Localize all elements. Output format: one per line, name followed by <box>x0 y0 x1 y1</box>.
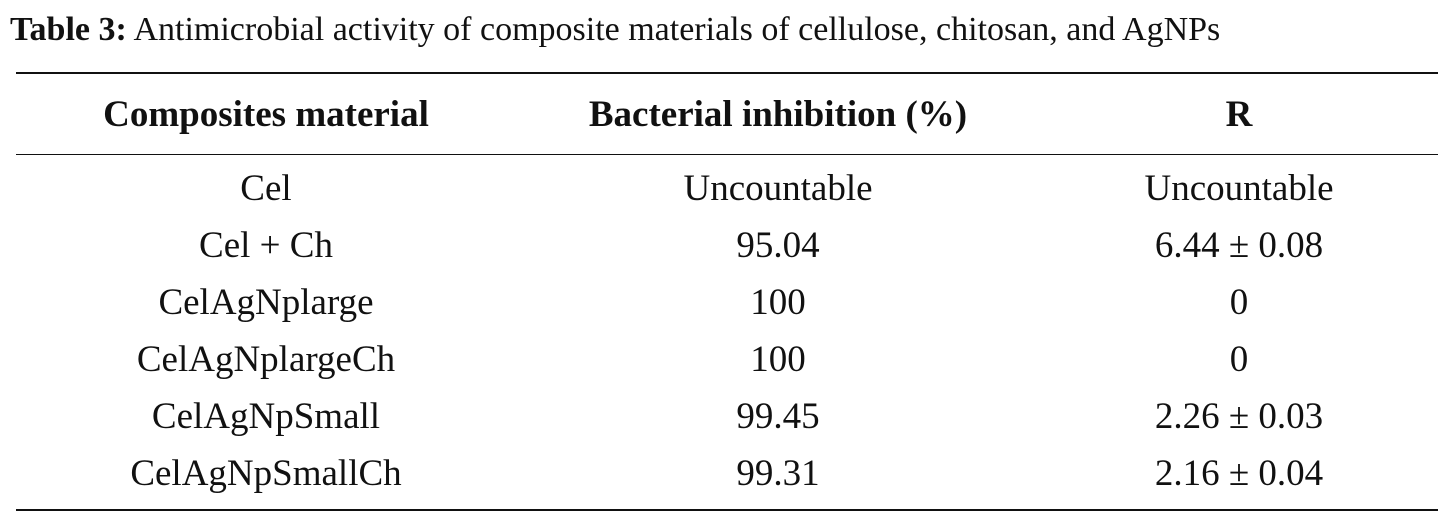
cell-r: Uncountable <box>1144 168 1334 209</box>
table-row: CelAgNpSmall 99.45 2.26 ± 0.03 <box>16 388 1438 445</box>
cell-inhibition: 99.31 <box>736 453 820 494</box>
cell-inhibition: Uncountable <box>683 168 873 209</box>
top-rule <box>16 72 1438 74</box>
bottom-rule <box>16 509 1438 511</box>
cell-r: 2.26 ± 0.03 <box>1154 396 1324 437</box>
table-row: Cel Uncountable Uncountable <box>16 154 1438 217</box>
cell-r: 6.44 ± 0.08 <box>1154 225 1324 266</box>
cell-r: 2.16 ± 0.04 <box>1154 453 1324 494</box>
table-row: Cel + Ch 95.04 6.44 ± 0.08 <box>16 217 1438 274</box>
column-header-r: R <box>1225 94 1253 135</box>
table-row: CelAgNplargeCh 100 0 <box>16 331 1438 388</box>
caption-label: Table 3: <box>10 11 127 48</box>
header-rule <box>16 154 1438 155</box>
header-row: Composites material Bacterial inhibition… <box>16 75 1438 154</box>
table-row: CelAgNpSmallCh 99.31 2.16 ± 0.04 <box>16 445 1438 502</box>
cell-inhibition: 99.45 <box>736 396 820 437</box>
table-caption: Table 3: Antimicrobial activity of compo… <box>10 10 1450 50</box>
cell-material: CelAgNpSmallCh <box>130 453 402 494</box>
cell-r: 0 <box>1229 339 1249 380</box>
cell-material: CelAgNplarge <box>158 282 374 323</box>
data-table: Composites material Bacterial inhibition… <box>16 75 1438 502</box>
cell-r: 0 <box>1229 282 1249 323</box>
cell-material: Cel <box>240 168 292 209</box>
column-header-inhibition: Bacterial inhibition (%) <box>588 94 968 135</box>
table-row: CelAgNplarge 100 0 <box>16 274 1438 331</box>
cell-inhibition: 100 <box>750 339 806 380</box>
cell-material: CelAgNpSmall <box>151 396 381 437</box>
cell-inhibition: 100 <box>750 282 806 323</box>
cell-inhibition: 95.04 <box>736 225 820 266</box>
caption-text: Antimicrobial activity of composite mate… <box>133 11 1221 48</box>
cell-material: Cel + Ch <box>199 225 333 266</box>
cell-material: CelAgNplargeCh <box>136 339 396 380</box>
column-header-composites: Composites material <box>103 94 429 135</box>
